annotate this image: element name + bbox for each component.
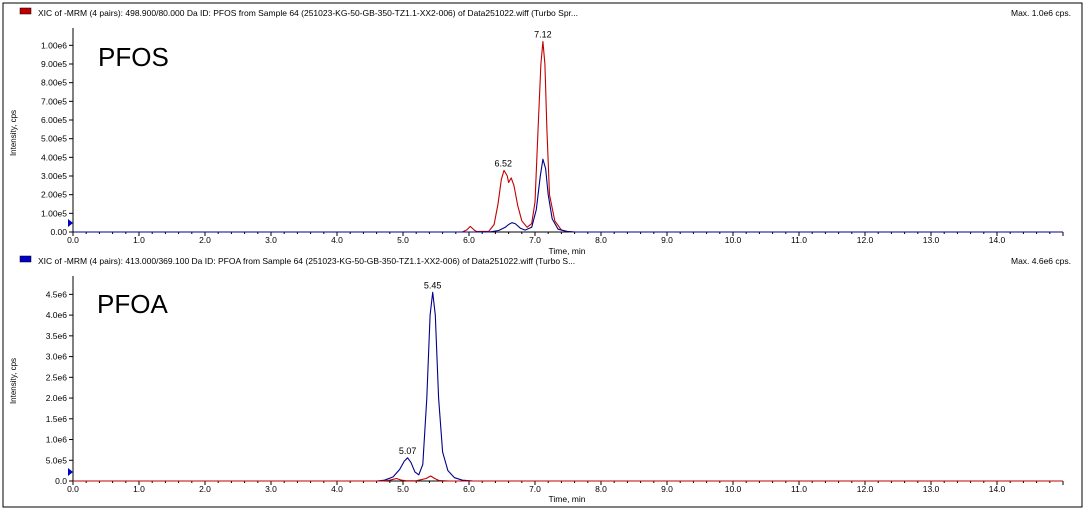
- pfoa-y-tick-label: 3.5e6: [46, 331, 68, 341]
- pfoa-x-tick-label: 7.0: [529, 484, 541, 494]
- pfoa-y-tick-label: 5.0e5: [46, 455, 68, 465]
- pfoa-y-tick-label: 2.0e6: [46, 393, 68, 403]
- pfoa-max-label: Max. 4.6e6 cps.: [1011, 256, 1071, 266]
- pfos-x-axis-label: Time, min: [549, 246, 586, 256]
- pfoa-x-tick-label: 11.0: [791, 484, 807, 494]
- pfos-x-tick-label: 4.0: [331, 235, 343, 245]
- pfos-panel: XIC of -MRM (4 pairs): 498.900/80.000 Da…: [9, 7, 1071, 256]
- pfos-max-label: Max. 1.0e6 cps.: [1011, 8, 1071, 18]
- pfoa-panel: XIC of -MRM (4 pairs): 413.000/369.100 D…: [9, 255, 1071, 504]
- pfoa-header-swatch: [19, 255, 32, 263]
- pfos-y-tick-label: 2.00e5: [41, 190, 67, 200]
- pfoa-y-axis-label: Intensity, cps: [9, 358, 18, 404]
- pfos-y-axis-label: Intensity, cps: [9, 110, 18, 156]
- pfos-x-tick-label: 11.0: [791, 235, 807, 245]
- pfos-x-tick-label: 6.0: [463, 235, 475, 245]
- pfos-x-tick-label: 12.0: [857, 235, 874, 245]
- pfos-y-tick-label: 0.00: [50, 227, 67, 237]
- pfos-y-tick-label: 5.00e5: [41, 134, 67, 144]
- pfoa-peak-label: 5.45: [424, 280, 442, 290]
- pfos-x-tick-label: 9.0: [661, 235, 673, 245]
- pfoa-trace-2: [73, 475, 1063, 482]
- pfos-trace-1: [73, 41, 1063, 233]
- pfoa-y-tick-label: 2.5e6: [46, 372, 68, 382]
- pfoa-y-tick-label: 1.0e6: [46, 435, 68, 445]
- pfoa-x-tick-label: 1.0: [133, 484, 145, 494]
- pfoa-x-tick-label: 0.0: [67, 484, 79, 494]
- pfoa-x-tick-label: 9.0: [661, 484, 673, 494]
- pfos-y-tick-label: 3.00e5: [41, 171, 67, 181]
- pfos-y-tick-label: 6.00e5: [41, 115, 67, 125]
- pfoa-x-tick-label: 3.0: [265, 484, 277, 494]
- pfos-y-tick-label: 9.00e5: [41, 59, 67, 69]
- pfos-peak-label: 6.52: [495, 158, 513, 168]
- pfos-peak-label: 7.12: [534, 30, 552, 40]
- pfoa-x-tick-label: 10.0: [725, 484, 742, 494]
- pfoa-x-tick-label: 14.0: [989, 484, 1006, 494]
- pfos-x-tick-label: 5.0: [397, 235, 409, 245]
- pfos-x-tick-label: 7.0: [529, 235, 541, 245]
- pfos-panel-header: XIC of -MRM (4 pairs): 498.900/80.000 Da…: [38, 8, 578, 18]
- pfoa-y-tick-label: 0.0: [55, 476, 67, 486]
- pfos-x-tick-label: 1.0: [133, 235, 145, 245]
- pfoa-y-tick-label: 4.0e6: [46, 310, 68, 320]
- pfoa-x-tick-label: 8.0: [595, 484, 607, 494]
- pfos-y-tick-label: 8.00e5: [41, 78, 67, 88]
- pfoa-trace-1: [73, 291, 1063, 482]
- pfos-x-tick-label: 8.0: [595, 235, 607, 245]
- pfoa-x-tick-label: 2.0: [199, 484, 211, 494]
- pfos-axis-marker: [68, 219, 73, 227]
- pfoa-y-tick-label: 1.5e6: [46, 414, 68, 424]
- pfos-y-tick-label: 4.00e5: [41, 152, 67, 162]
- pfos-x-tick-label: 3.0: [265, 235, 277, 245]
- pfoa-x-tick-label: 13.0: [923, 484, 940, 494]
- figure-border: [2, 2, 1083, 508]
- pfos-x-tick-label: 13.0: [923, 235, 940, 245]
- pfoa-x-tick-label: 12.0: [857, 484, 874, 494]
- pfos-compound-title: PFOS: [98, 42, 169, 72]
- pfoa-x-tick-label: 6.0: [463, 484, 475, 494]
- pfoa-x-tick-label: 5.0: [397, 484, 409, 494]
- pfos-y-tick-label: 1.00e6: [41, 40, 67, 50]
- pfos-y-tick-label: 7.00e5: [41, 96, 67, 106]
- pfoa-y-tick-label: 4.5e6: [46, 289, 68, 299]
- pfos-x-tick-label: 0.0: [67, 235, 79, 245]
- pfos-trace-2: [73, 158, 1063, 233]
- pfos-x-tick-label: 14.0: [989, 235, 1006, 245]
- pfoa-axis-marker: [68, 468, 73, 476]
- pfos-x-tick-label: 2.0: [199, 235, 211, 245]
- pfoa-x-axis-label: Time, min: [549, 494, 586, 504]
- pfoa-panel-header: XIC of -MRM (4 pairs): 413.000/369.100 D…: [38, 256, 575, 266]
- pfos-x-tick-label: 10.0: [725, 235, 742, 245]
- pfoa-x-tick-label: 4.0: [331, 484, 343, 494]
- pfos-header-swatch: [19, 7, 32, 15]
- pfos-y-tick-label: 1.00e5: [41, 208, 67, 218]
- pfoa-y-tick-label: 3.0e6: [46, 352, 68, 362]
- pfoa-compound-title: PFOA: [97, 289, 168, 319]
- pfoa-peak-label: 5.07: [399, 446, 417, 456]
